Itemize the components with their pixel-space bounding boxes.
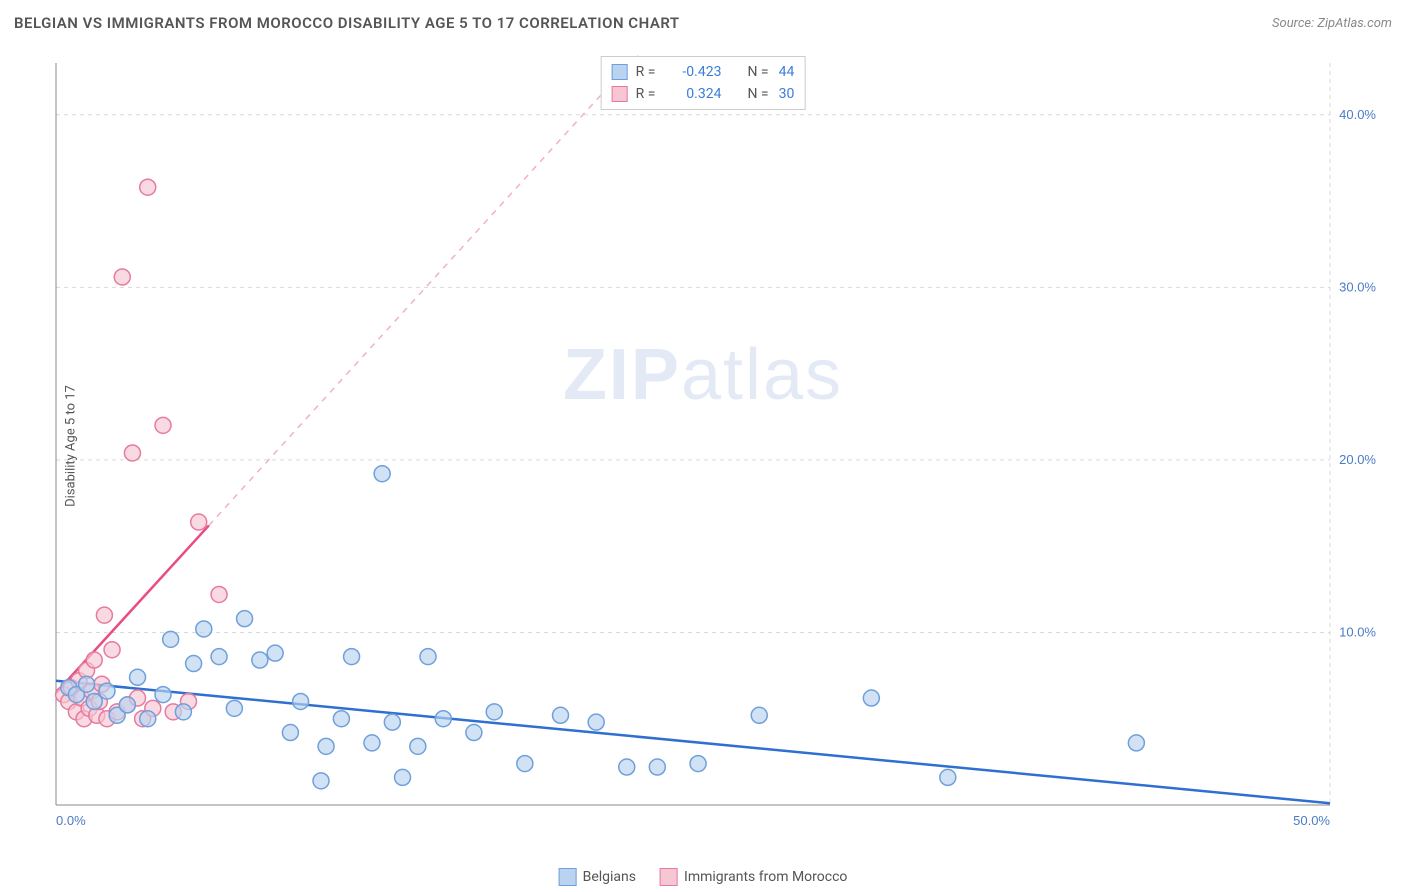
legend: Belgians Immigrants from Morocco [559, 868, 848, 886]
stats-n-value: 44 [779, 64, 795, 80]
legend-label: Belgians [583, 869, 636, 885]
stats-r-value: -0.423 [665, 64, 721, 80]
stats-n-value: 30 [779, 86, 795, 102]
stats-row: R = -0.423 N = 44 [612, 61, 795, 83]
svg-text:10.0%: 10.0% [1339, 624, 1376, 639]
stats-row: R = 0.324 N = 30 [612, 83, 795, 105]
stats-n-label: N = [747, 64, 768, 80]
legend-item: Belgians [559, 868, 636, 886]
chart-svg: 10.0% 20.0% 30.0% 40.0% 0.0% 50.0% [50, 55, 1390, 845]
stats-r-value: 0.324 [665, 86, 721, 102]
svg-text:30.0%: 30.0% [1339, 279, 1376, 294]
svg-text:20.0%: 20.0% [1339, 452, 1376, 467]
stats-n-label: N = [747, 86, 768, 102]
plot-area: 10.0% 20.0% 30.0% 40.0% 0.0% 50.0% [50, 55, 1390, 845]
svg-text:0.0%: 0.0% [56, 813, 86, 828]
legend-label: Immigrants from Morocco [684, 869, 847, 885]
stats-swatch [612, 64, 628, 80]
stats-swatch [612, 86, 628, 102]
stats-r-label: R = [636, 64, 656, 80]
legend-item: Immigrants from Morocco [660, 868, 847, 886]
svg-text:50.0%: 50.0% [1293, 813, 1330, 828]
chart-title: BELGIAN VS IMMIGRANTS FROM MOROCCO DISAB… [14, 14, 680, 32]
svg-text:40.0%: 40.0% [1339, 107, 1376, 122]
legend-swatch [559, 868, 577, 886]
stats-box: R = -0.423 N = 44 R = 0.324 N = 30 [601, 56, 806, 110]
source-label: Source: ZipAtlas.com [1272, 16, 1392, 31]
stats-r-label: R = [636, 86, 656, 102]
legend-swatch [660, 868, 678, 886]
